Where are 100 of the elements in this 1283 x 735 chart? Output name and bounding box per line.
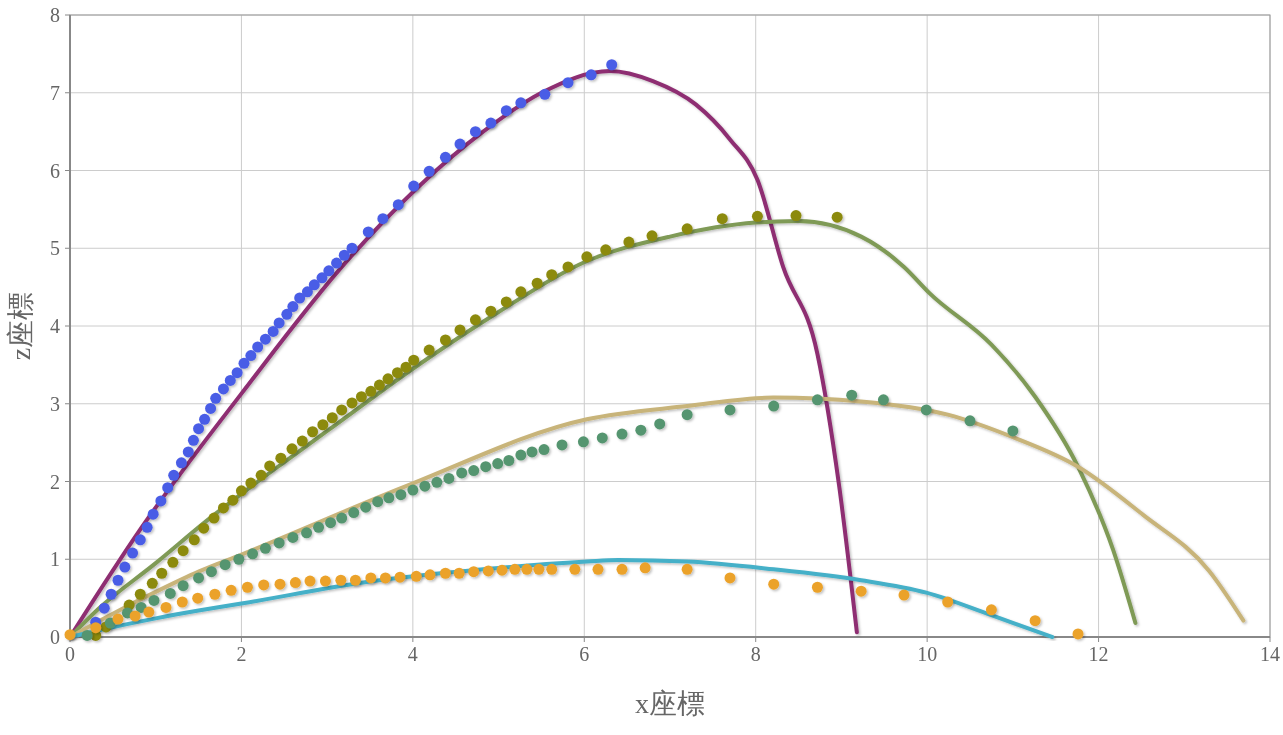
y-tick-label: 1 — [50, 548, 60, 571]
point — [294, 292, 306, 304]
point — [287, 301, 299, 313]
point — [146, 577, 158, 589]
point — [454, 138, 466, 150]
point — [623, 236, 635, 248]
point — [985, 604, 997, 616]
point — [485, 117, 497, 129]
point — [217, 502, 229, 514]
point — [410, 570, 422, 582]
point — [259, 333, 271, 345]
point — [585, 69, 597, 81]
point — [468, 465, 480, 477]
point — [227, 494, 239, 506]
point — [500, 296, 512, 308]
point — [681, 563, 693, 575]
point — [286, 443, 298, 455]
point — [141, 521, 153, 533]
point — [439, 334, 451, 346]
point — [379, 572, 391, 584]
point — [296, 435, 308, 447]
point — [377, 213, 389, 225]
point — [177, 545, 189, 557]
point — [331, 257, 343, 269]
point — [231, 367, 243, 379]
point — [1072, 628, 1084, 640]
point — [304, 575, 316, 587]
point — [496, 564, 508, 576]
point — [646, 230, 658, 242]
point — [515, 449, 527, 461]
point — [199, 413, 211, 425]
point — [323, 265, 335, 277]
point — [105, 588, 117, 600]
x-tick-label: 4 — [407, 643, 418, 665]
point — [400, 361, 412, 373]
point — [259, 542, 271, 554]
point — [654, 418, 666, 430]
x-tick-label: 12 — [1088, 643, 1109, 665]
point — [443, 472, 455, 484]
point — [383, 492, 395, 504]
point — [224, 374, 236, 386]
x-tick-label: 6 — [579, 643, 590, 665]
point — [225, 584, 237, 596]
point — [395, 489, 407, 501]
point — [273, 317, 285, 329]
point — [419, 480, 431, 492]
point — [533, 563, 545, 575]
point — [336, 512, 348, 524]
point — [407, 484, 419, 496]
y-tick-label: 3 — [50, 392, 60, 415]
point — [569, 563, 581, 575]
point — [482, 565, 494, 577]
x-tick-label: 2 — [236, 643, 247, 665]
point — [98, 602, 110, 614]
point — [187, 434, 199, 446]
point — [335, 574, 347, 586]
x-tick-label: 14 — [1260, 643, 1280, 665]
x-tick-label: 0 — [65, 643, 75, 665]
point — [281, 308, 293, 320]
point — [1007, 425, 1019, 437]
point — [143, 606, 155, 618]
point — [581, 251, 593, 263]
point — [509, 563, 521, 575]
point — [338, 249, 350, 261]
point — [90, 622, 102, 634]
point — [192, 592, 204, 604]
y-tick-label: 8 — [50, 4, 60, 26]
point — [724, 572, 736, 584]
point — [155, 495, 167, 507]
point — [372, 496, 384, 508]
y-tick-label: 6 — [50, 159, 60, 182]
point — [209, 588, 221, 600]
point — [274, 578, 286, 590]
point — [210, 392, 222, 404]
point — [325, 517, 337, 529]
point — [831, 211, 843, 223]
point — [238, 357, 250, 369]
point — [247, 548, 259, 560]
point — [365, 385, 377, 397]
point — [127, 547, 139, 559]
point — [301, 527, 313, 539]
point — [456, 467, 468, 479]
point — [453, 567, 465, 579]
point — [148, 594, 160, 606]
point — [468, 566, 480, 578]
point — [546, 563, 558, 575]
point — [846, 389, 858, 401]
point — [546, 269, 558, 281]
point — [208, 512, 220, 524]
point — [349, 574, 361, 586]
point — [301, 286, 313, 298]
point — [596, 432, 608, 444]
point — [219, 559, 231, 571]
point — [188, 534, 200, 546]
point — [469, 314, 481, 326]
y-tick-label: 7 — [50, 81, 60, 104]
point — [134, 588, 146, 600]
point — [289, 577, 301, 589]
point — [81, 629, 93, 641]
point — [346, 242, 358, 254]
